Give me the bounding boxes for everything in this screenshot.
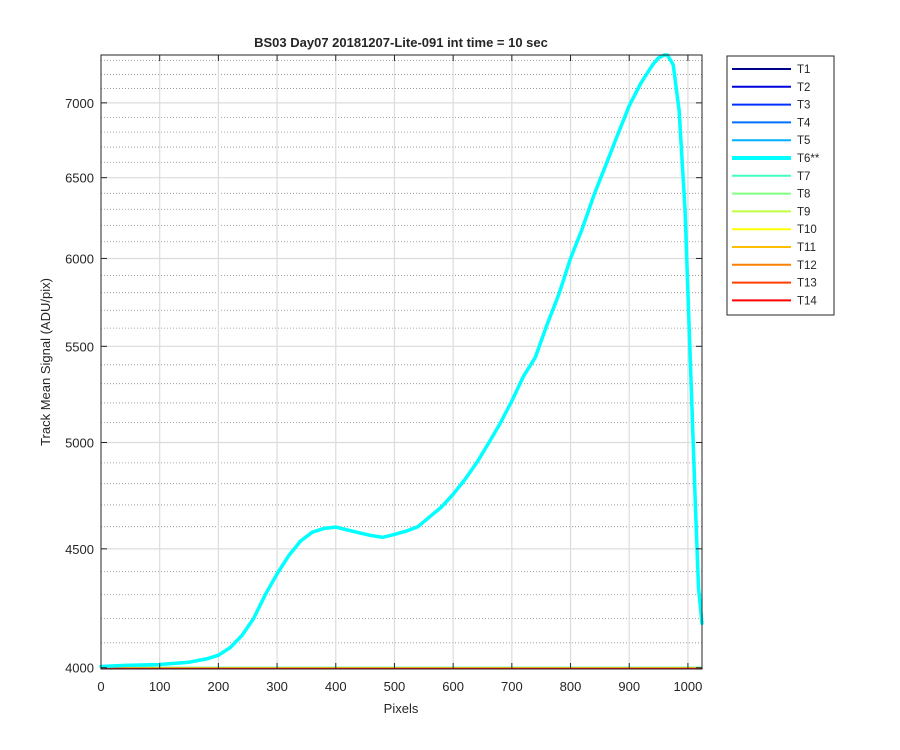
plot-frame [100, 54, 703, 670]
legend-label: T1 [797, 64, 810, 76]
x-tick-label: 100 [149, 679, 171, 694]
series-line-t6 [99, 53, 704, 669]
legend-box [726, 55, 835, 316]
legend-label: T3 [797, 100, 810, 112]
y-tick-label: 6500 [65, 171, 94, 186]
legend-label: T11 [797, 242, 816, 254]
x-tick-label: 400 [325, 679, 347, 694]
y-tick-label: 6000 [65, 251, 94, 266]
plot-background [101, 55, 702, 669]
y-tick-label: 4000 [65, 661, 94, 676]
y-tick-label: 5000 [65, 436, 94, 451]
legend-label: T8 [797, 189, 810, 201]
legend-label: T14 [797, 295, 817, 307]
legend: T1 T2 T3 T4 T5 T6** T7 T8 T9 T10 T11 T12 T13 T14 [726, 55, 835, 316]
x-tick-label: 500 [384, 679, 406, 694]
legend-label: T4 [797, 117, 811, 129]
legend-label: T7 [797, 171, 810, 183]
legend-label: T10 [797, 224, 817, 236]
legend-label: T9 [797, 206, 810, 218]
legend-label: T13 [797, 278, 817, 290]
y-axis-label: Track Mean Signal (ADU/pix) [38, 278, 53, 446]
x-tick-label: 0 [97, 679, 104, 694]
x-tick-label: 900 [618, 679, 640, 694]
x-tick-label: 700 [501, 679, 523, 694]
axis-ticks: 0 100 200 300 400 500 600 700 800 900 1000 4000 4500… [65, 55, 702, 694]
x-tick-label: 200 [208, 679, 230, 694]
x-tick-label: 300 [266, 679, 288, 694]
y-tick-label: 5500 [65, 339, 94, 354]
x-axis-label: Pixels [384, 701, 419, 716]
y-tick-label: 4500 [65, 542, 94, 557]
legend-label: T6** [797, 153, 820, 165]
legend-label: T5 [797, 135, 810, 147]
x-tick-label: 600 [442, 679, 464, 694]
x-tick-label: 1000 [673, 679, 702, 694]
x-tick-label: 800 [560, 679, 582, 694]
legend-label: T12 [797, 260, 817, 272]
y-tick-label: 7000 [65, 96, 94, 111]
chart-title: BS03 Day07 20181207-Lite-091 int time = … [254, 35, 548, 50]
legend-label: T2 [797, 82, 810, 94]
